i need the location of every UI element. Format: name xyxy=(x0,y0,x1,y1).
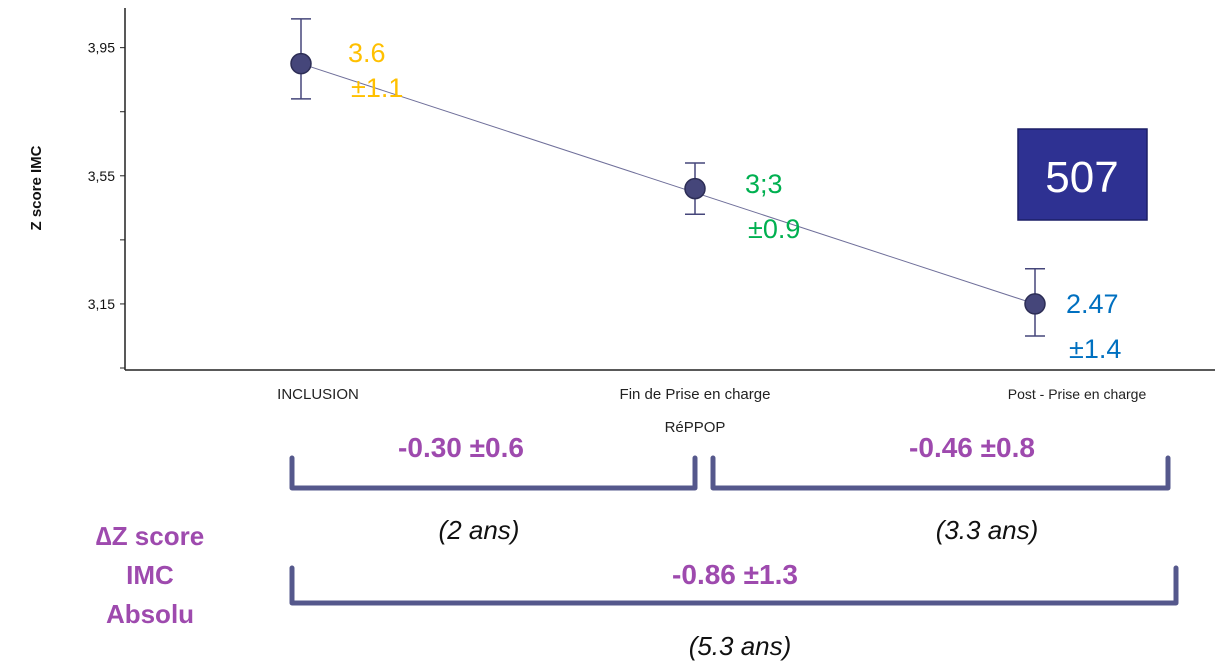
x-tick-label: Fin de Prise en charge xyxy=(620,386,771,403)
y-tick-label: 3,55 xyxy=(88,168,115,184)
x-tick-label-line2: RéPPOP xyxy=(665,419,726,436)
delta-title-line: ∆Z score xyxy=(96,521,204,551)
y-tick-label: 3,95 xyxy=(88,40,115,56)
badge-label: 507 xyxy=(1045,153,1118,202)
delta-value: -0.86 ±1.3 xyxy=(672,559,798,590)
delta-title-line: Absolu xyxy=(106,599,194,629)
data-point xyxy=(684,177,706,200)
y-axis-title: Z score IMC xyxy=(28,145,45,230)
value-label: 3.6 xyxy=(348,38,386,68)
x-tick-label: INCLUSION xyxy=(277,386,359,403)
sd-label: ±1.1 xyxy=(351,73,403,103)
delta-value: -0.30 ±0.6 xyxy=(398,432,524,463)
bracket-inclusion-to-post xyxy=(289,565,1179,606)
delta-duration: (5.3 ans) xyxy=(689,631,792,661)
sd-label: ±0.9 xyxy=(748,214,800,244)
bracket-fin-to-post xyxy=(710,455,1171,491)
x-tick-label: Post - Prise en charge xyxy=(1008,386,1147,402)
delta-value: -0.46 ±0.8 xyxy=(909,432,1035,463)
delta-duration: (2 ans) xyxy=(439,515,520,545)
value-label: 3;3 xyxy=(745,169,783,199)
badge-box xyxy=(1017,128,1148,221)
delta-duration: (3.3 ans) xyxy=(936,515,1039,545)
data-point xyxy=(1024,293,1046,315)
delta-title-line: IMC xyxy=(126,560,174,590)
data-point xyxy=(290,52,312,75)
trend-line xyxy=(300,63,1036,305)
bracket-inclusion-to-fin xyxy=(289,455,698,491)
sd-label: ±1.4 xyxy=(1069,334,1121,364)
value-label: 2.47 xyxy=(1066,289,1119,319)
y-tick-label: 3,15 xyxy=(88,296,115,312)
